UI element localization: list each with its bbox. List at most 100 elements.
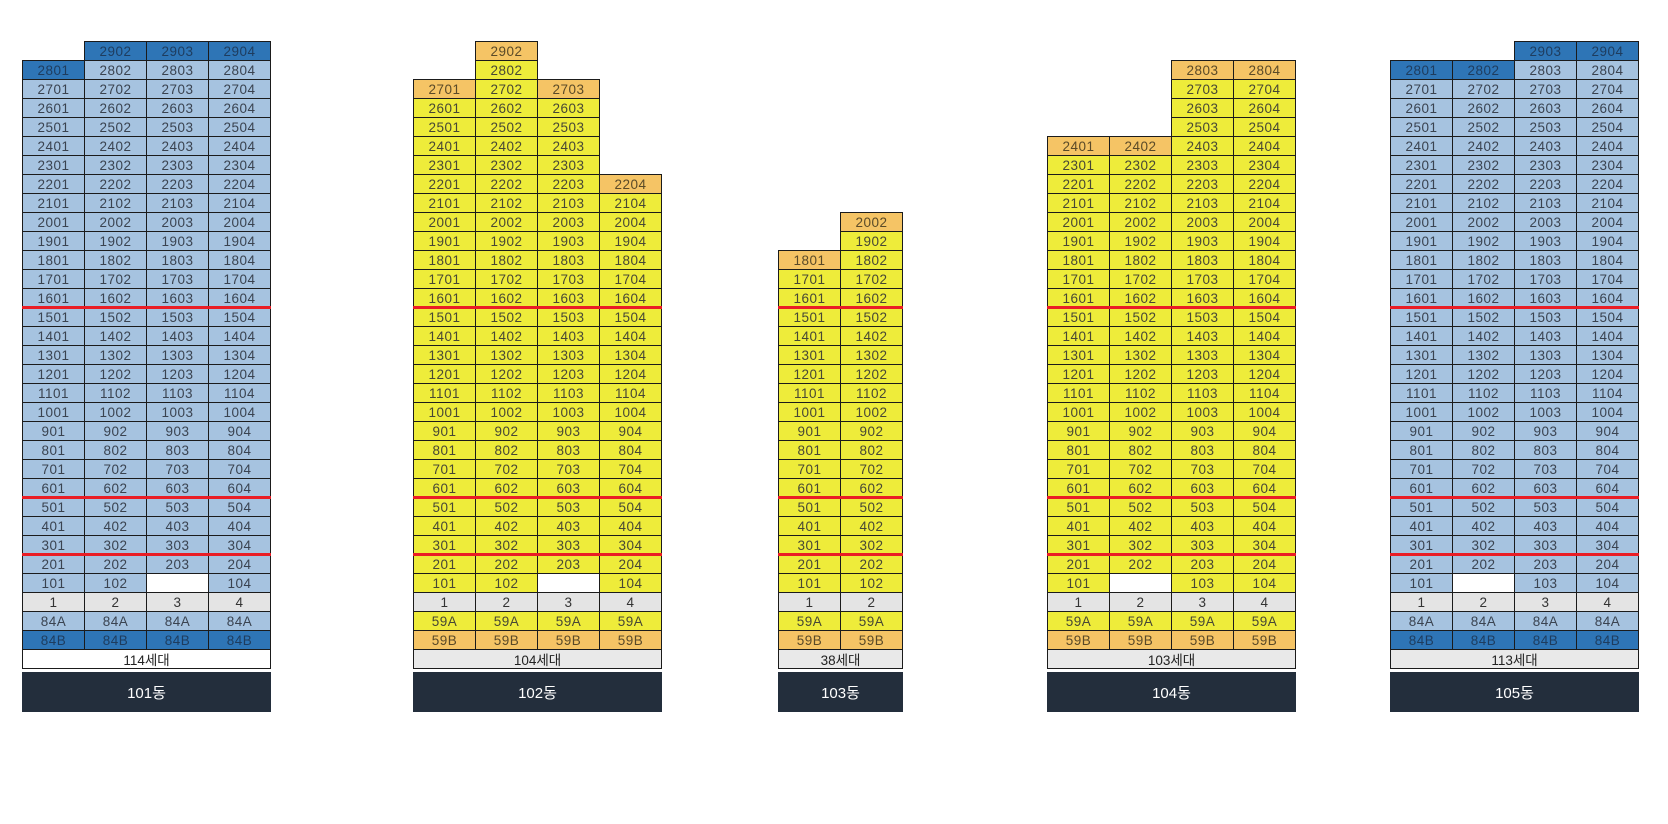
- unit-cell-1001[interactable]: 1001: [22, 402, 85, 422]
- unit-cell-1501[interactable]: 1501: [778, 307, 841, 327]
- unit-cell-804[interactable]: 804: [208, 440, 271, 460]
- unit-cell-2101[interactable]: 2101: [1047, 193, 1110, 213]
- unit-cell-1304[interactable]: 1304: [1576, 345, 1639, 365]
- unit-cell-1801[interactable]: 1801: [778, 250, 841, 270]
- unit-cell-702[interactable]: 702: [1452, 459, 1515, 479]
- unit-cell-2204[interactable]: 2204: [1576, 174, 1639, 194]
- unit-cell-2503[interactable]: 2503: [1171, 117, 1234, 137]
- unit-cell-2002[interactable]: 2002: [1109, 212, 1172, 232]
- unit-cell-2204[interactable]: 2204: [208, 174, 271, 194]
- unit-cell-1204[interactable]: 1204: [599, 364, 662, 384]
- unit-cell-804[interactable]: 804: [599, 440, 662, 460]
- unit-cell-2103[interactable]: 2103: [1514, 193, 1577, 213]
- unit-cell-2002[interactable]: 2002: [840, 212, 903, 232]
- unit-cell-201[interactable]: 201: [1047, 554, 1110, 574]
- unit-cell-1501[interactable]: 1501: [22, 307, 85, 327]
- unit-cell-2701[interactable]: 2701: [413, 79, 476, 99]
- unit-cell-2001[interactable]: 2001: [1047, 212, 1110, 232]
- unit-cell-1302[interactable]: 1302: [1109, 345, 1172, 365]
- unit-cell-1401[interactable]: 1401: [413, 326, 476, 346]
- unit-cell-1403[interactable]: 1403: [1171, 326, 1234, 346]
- unit-cell-101[interactable]: 101: [413, 573, 476, 593]
- unit-cell-2301[interactable]: 2301: [22, 155, 85, 175]
- unit-cell-702[interactable]: 702: [475, 459, 538, 479]
- unit-cell-302[interactable]: 302: [84, 535, 147, 555]
- unit-cell-1801[interactable]: 1801: [1047, 250, 1110, 270]
- unit-cell-1701[interactable]: 1701: [22, 269, 85, 289]
- unit-cell-1203[interactable]: 1203: [146, 364, 209, 384]
- unit-cell-2603[interactable]: 2603: [1171, 98, 1234, 118]
- unit-cell-2504[interactable]: 2504: [208, 117, 271, 137]
- unit-cell-2902[interactable]: 2902: [475, 41, 538, 61]
- unit-cell-2303[interactable]: 2303: [1514, 155, 1577, 175]
- unit-cell-2401[interactable]: 2401: [413, 136, 476, 156]
- unit-cell-1504[interactable]: 1504: [1576, 307, 1639, 327]
- unit-cell-1701[interactable]: 1701: [1047, 269, 1110, 289]
- unit-cell-402[interactable]: 402: [1452, 516, 1515, 536]
- unit-cell-1104[interactable]: 1104: [1576, 383, 1639, 403]
- unit-cell-601[interactable]: 601: [1047, 478, 1110, 498]
- unit-cell-403[interactable]: 403: [1171, 516, 1234, 536]
- unit-cell-201[interactable]: 201: [778, 554, 841, 574]
- unit-cell-1904[interactable]: 1904: [208, 231, 271, 251]
- unit-cell-1601[interactable]: 1601: [22, 288, 85, 308]
- unit-cell-1303[interactable]: 1303: [146, 345, 209, 365]
- unit-cell-2601[interactable]: 2601: [1390, 98, 1453, 118]
- unit-cell-2801[interactable]: 2801: [22, 60, 85, 80]
- unit-cell-1402[interactable]: 1402: [1109, 326, 1172, 346]
- unit-cell-2501[interactable]: 2501: [22, 117, 85, 137]
- unit-cell-2103[interactable]: 2103: [146, 193, 209, 213]
- unit-cell-2404[interactable]: 2404: [1233, 136, 1296, 156]
- unit-cell-2302[interactable]: 2302: [1452, 155, 1515, 175]
- unit-cell-104[interactable]: 104: [1233, 573, 1296, 593]
- unit-cell-301[interactable]: 301: [413, 535, 476, 555]
- unit-cell-1403[interactable]: 1403: [1514, 326, 1577, 346]
- unit-cell-2401[interactable]: 2401: [1390, 136, 1453, 156]
- unit-cell-801[interactable]: 801: [413, 440, 476, 460]
- unit-cell-1804[interactable]: 1804: [208, 250, 271, 270]
- unit-cell-904[interactable]: 904: [208, 421, 271, 441]
- unit-cell-1502[interactable]: 1502: [1109, 307, 1172, 327]
- unit-cell-1802[interactable]: 1802: [1452, 250, 1515, 270]
- unit-cell-1502[interactable]: 1502: [84, 307, 147, 327]
- unit-cell-704[interactable]: 704: [208, 459, 271, 479]
- unit-cell-603[interactable]: 603: [1171, 478, 1234, 498]
- unit-cell-1804[interactable]: 1804: [1576, 250, 1639, 270]
- unit-cell-2502[interactable]: 2502: [1452, 117, 1515, 137]
- unit-cell-303[interactable]: 303: [1514, 535, 1577, 555]
- unit-cell-601[interactable]: 601: [778, 478, 841, 498]
- unit-cell-504[interactable]: 504: [208, 497, 271, 517]
- unit-cell-203[interactable]: 203: [537, 554, 600, 574]
- unit-cell-2304[interactable]: 2304: [1233, 155, 1296, 175]
- unit-cell-1102[interactable]: 1102: [1452, 383, 1515, 403]
- unit-cell-1704[interactable]: 1704: [1233, 269, 1296, 289]
- unit-cell-2104[interactable]: 2104: [1576, 193, 1639, 213]
- unit-cell-402[interactable]: 402: [1109, 516, 1172, 536]
- unit-cell-901[interactable]: 901: [778, 421, 841, 441]
- unit-cell-2302[interactable]: 2302: [84, 155, 147, 175]
- unit-cell-2002[interactable]: 2002: [84, 212, 147, 232]
- unit-cell-2701[interactable]: 2701: [22, 79, 85, 99]
- unit-cell-303[interactable]: 303: [146, 535, 209, 555]
- unit-cell-1501[interactable]: 1501: [413, 307, 476, 327]
- unit-cell-2101[interactable]: 2101: [1390, 193, 1453, 213]
- unit-cell-1003[interactable]: 1003: [1514, 402, 1577, 422]
- unit-cell-2003[interactable]: 2003: [1514, 212, 1577, 232]
- unit-cell-1202[interactable]: 1202: [475, 364, 538, 384]
- unit-cell-1502[interactable]: 1502: [475, 307, 538, 327]
- unit-cell-203[interactable]: 203: [146, 554, 209, 574]
- unit-cell-2003[interactable]: 2003: [1171, 212, 1234, 232]
- unit-cell-504[interactable]: 504: [599, 497, 662, 517]
- unit-cell-1503[interactable]: 1503: [537, 307, 600, 327]
- unit-cell-103[interactable]: 103: [1514, 573, 1577, 593]
- unit-cell-2203[interactable]: 2203: [1514, 174, 1577, 194]
- unit-cell-102[interactable]: 102: [840, 573, 903, 593]
- unit-cell-1304[interactable]: 1304: [1233, 345, 1296, 365]
- unit-cell-1504[interactable]: 1504: [208, 307, 271, 327]
- unit-cell-2004[interactable]: 2004: [1233, 212, 1296, 232]
- unit-cell-704[interactable]: 704: [1576, 459, 1639, 479]
- unit-cell-2603[interactable]: 2603: [146, 98, 209, 118]
- unit-cell-604[interactable]: 604: [1576, 478, 1639, 498]
- unit-cell-1302[interactable]: 1302: [840, 345, 903, 365]
- unit-cell-202[interactable]: 202: [84, 554, 147, 574]
